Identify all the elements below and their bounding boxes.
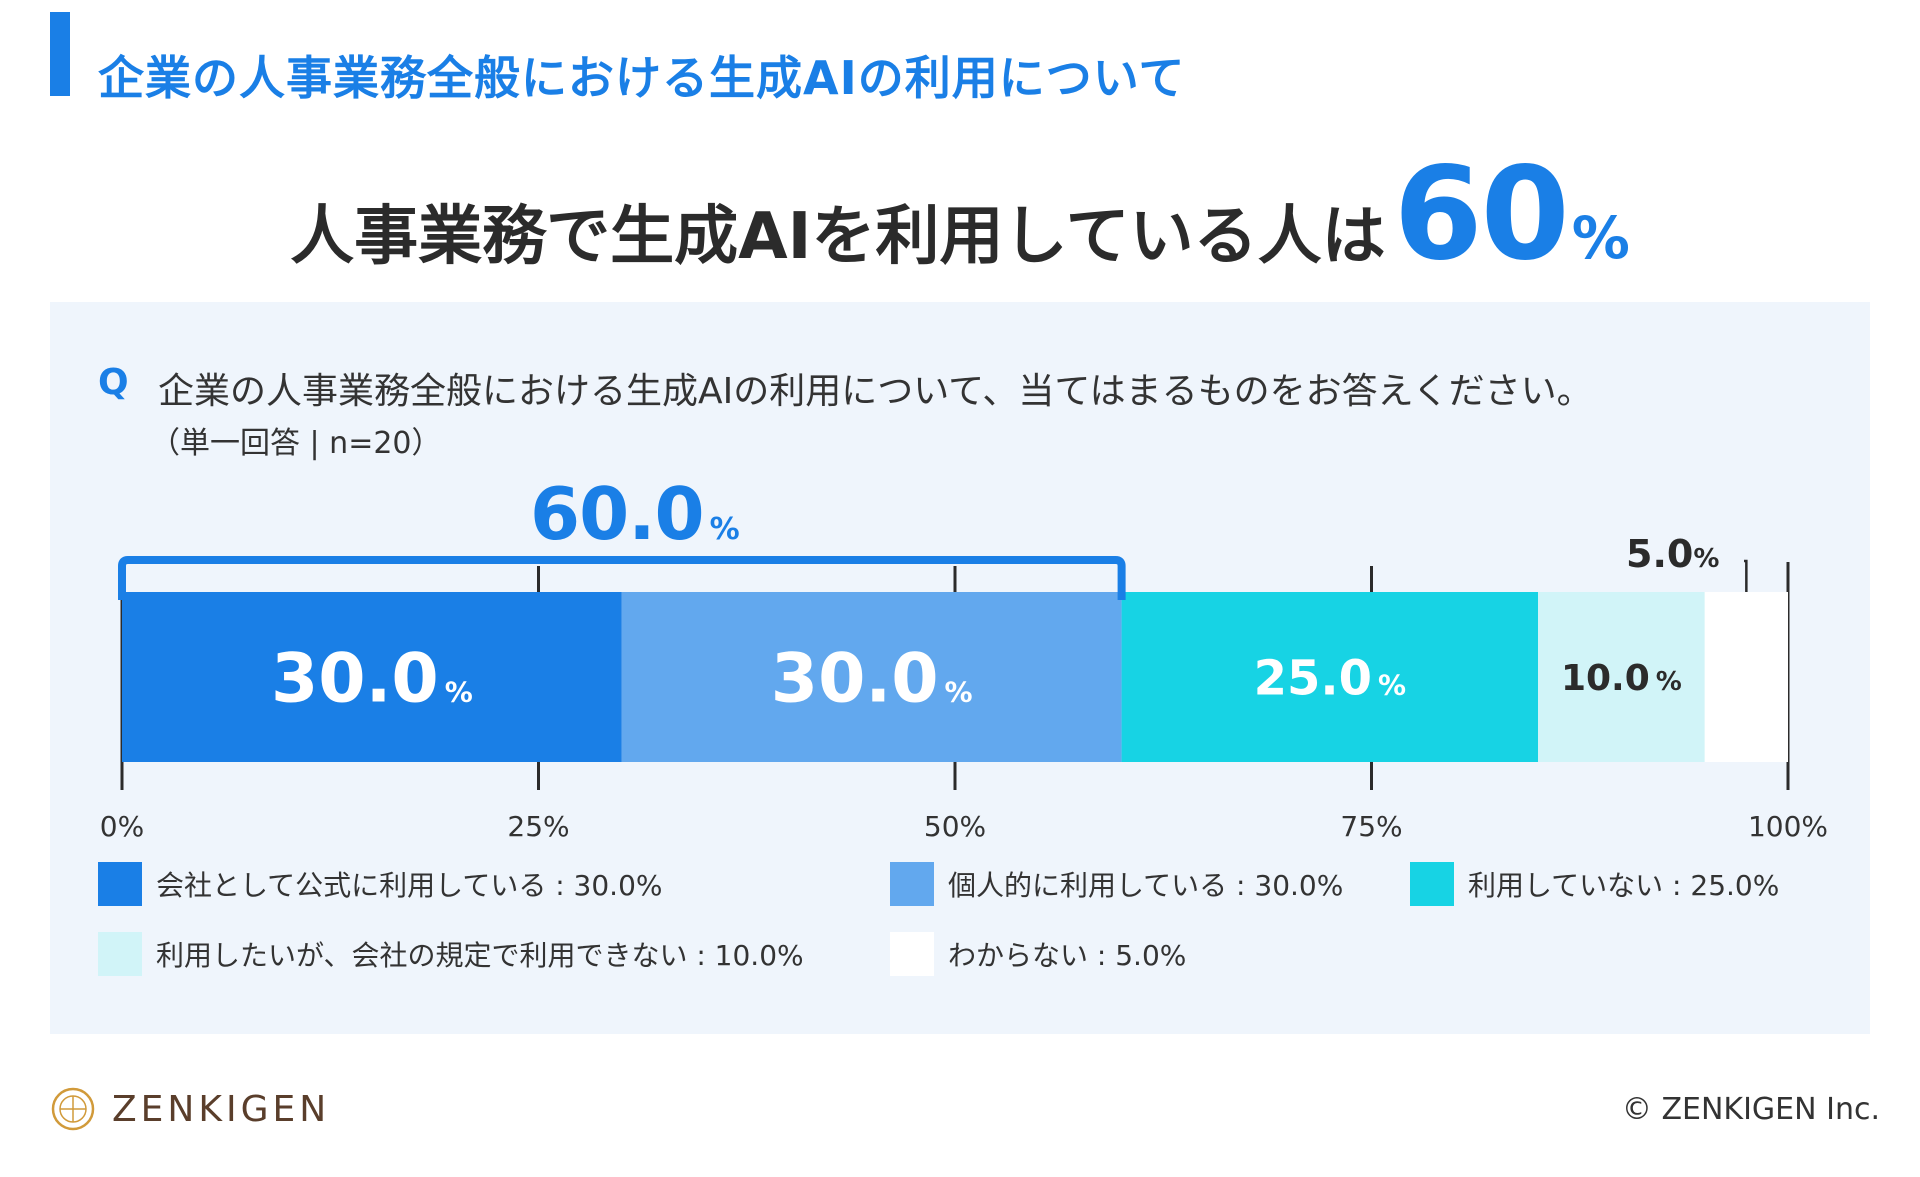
bar-data-label: 25.0% [1254, 650, 1407, 706]
headline: 人事業務で生成AIを利用している人は60% [0, 140, 1920, 289]
section-title: 企業の人事業務全般における生成AIの利用について [98, 51, 1186, 105]
legend-item: 個人的に利用している : 30.0% [890, 862, 1343, 906]
copyright: © ZENKIGEN Inc. [1621, 1092, 1880, 1127]
legend-swatch [98, 862, 142, 906]
question-text: 企業の人事業務全般における生成AIの利用について、当てはまるものをお答えください… [158, 371, 1593, 412]
bar-segment [1704, 592, 1788, 762]
title-accent-bar [50, 12, 70, 96]
legend-label: 会社として公式に利用している : 30.0% [156, 869, 663, 902]
headline-value: 60 [1393, 140, 1570, 289]
callout-leader-line [1744, 559, 1748, 592]
bar-segment [1121, 592, 1539, 762]
x-tick-label: 75% [1340, 810, 1402, 843]
legend-item: わからない : 5.0% [890, 932, 1186, 976]
small-segment-value: 5.0 [1626, 532, 1694, 576]
legend-label: 利用していない : 25.0% [1468, 869, 1780, 902]
x-tick-label: 0% [100, 810, 144, 843]
bracket-total-value: 60.0 [530, 472, 705, 556]
bracket-total-unit: % [709, 512, 740, 547]
headline-unit: % [1571, 204, 1630, 272]
legend-swatch [1410, 862, 1454, 906]
brand-logo: ZENKIGEN [50, 1086, 330, 1132]
legend-label: 利用したいが、会社の規定で利用できない : 10.0% [156, 939, 804, 972]
legend-item: 利用したいが、会社の規定で利用できない : 10.0% [98, 932, 804, 976]
legend-swatch [890, 862, 934, 906]
question-note: （単一回答 | n=20） [150, 426, 442, 461]
small-segment-unit: % [1693, 544, 1720, 574]
bracket-line [118, 556, 1126, 600]
bar-segment [621, 592, 1122, 762]
x-tick-label: 50% [924, 810, 986, 843]
legend-label: 個人的に利用している : 30.0% [948, 869, 1344, 902]
legend-swatch [890, 932, 934, 976]
bar-data-label: 30.0% [771, 639, 973, 718]
x-tick-label: 25% [507, 810, 569, 843]
headline-lead: 人事業務で生成AIを利用している人は [290, 200, 1386, 274]
bracket-total-label: 60.0% [530, 472, 740, 556]
legend-item: 会社として公式に利用している : 30.0% [98, 862, 663, 906]
bar-data-label: 10.0% [1561, 658, 1682, 699]
legend-swatch [98, 932, 142, 976]
small-segment-callout: 5.0% [1626, 532, 1719, 576]
bar-segment [1538, 592, 1705, 762]
legend-label: わからない : 5.0% [948, 939, 1187, 972]
bar-data-label: 30.0% [271, 639, 473, 718]
brand-emblem-icon [51, 1087, 95, 1131]
question-mark: Q [98, 362, 129, 403]
legend-item: 利用していない : 25.0% [1410, 862, 1779, 906]
brand-name: ZENKIGEN [112, 1088, 331, 1130]
bar-segment [122, 592, 622, 762]
x-tick-label: 100% [1748, 810, 1828, 843]
